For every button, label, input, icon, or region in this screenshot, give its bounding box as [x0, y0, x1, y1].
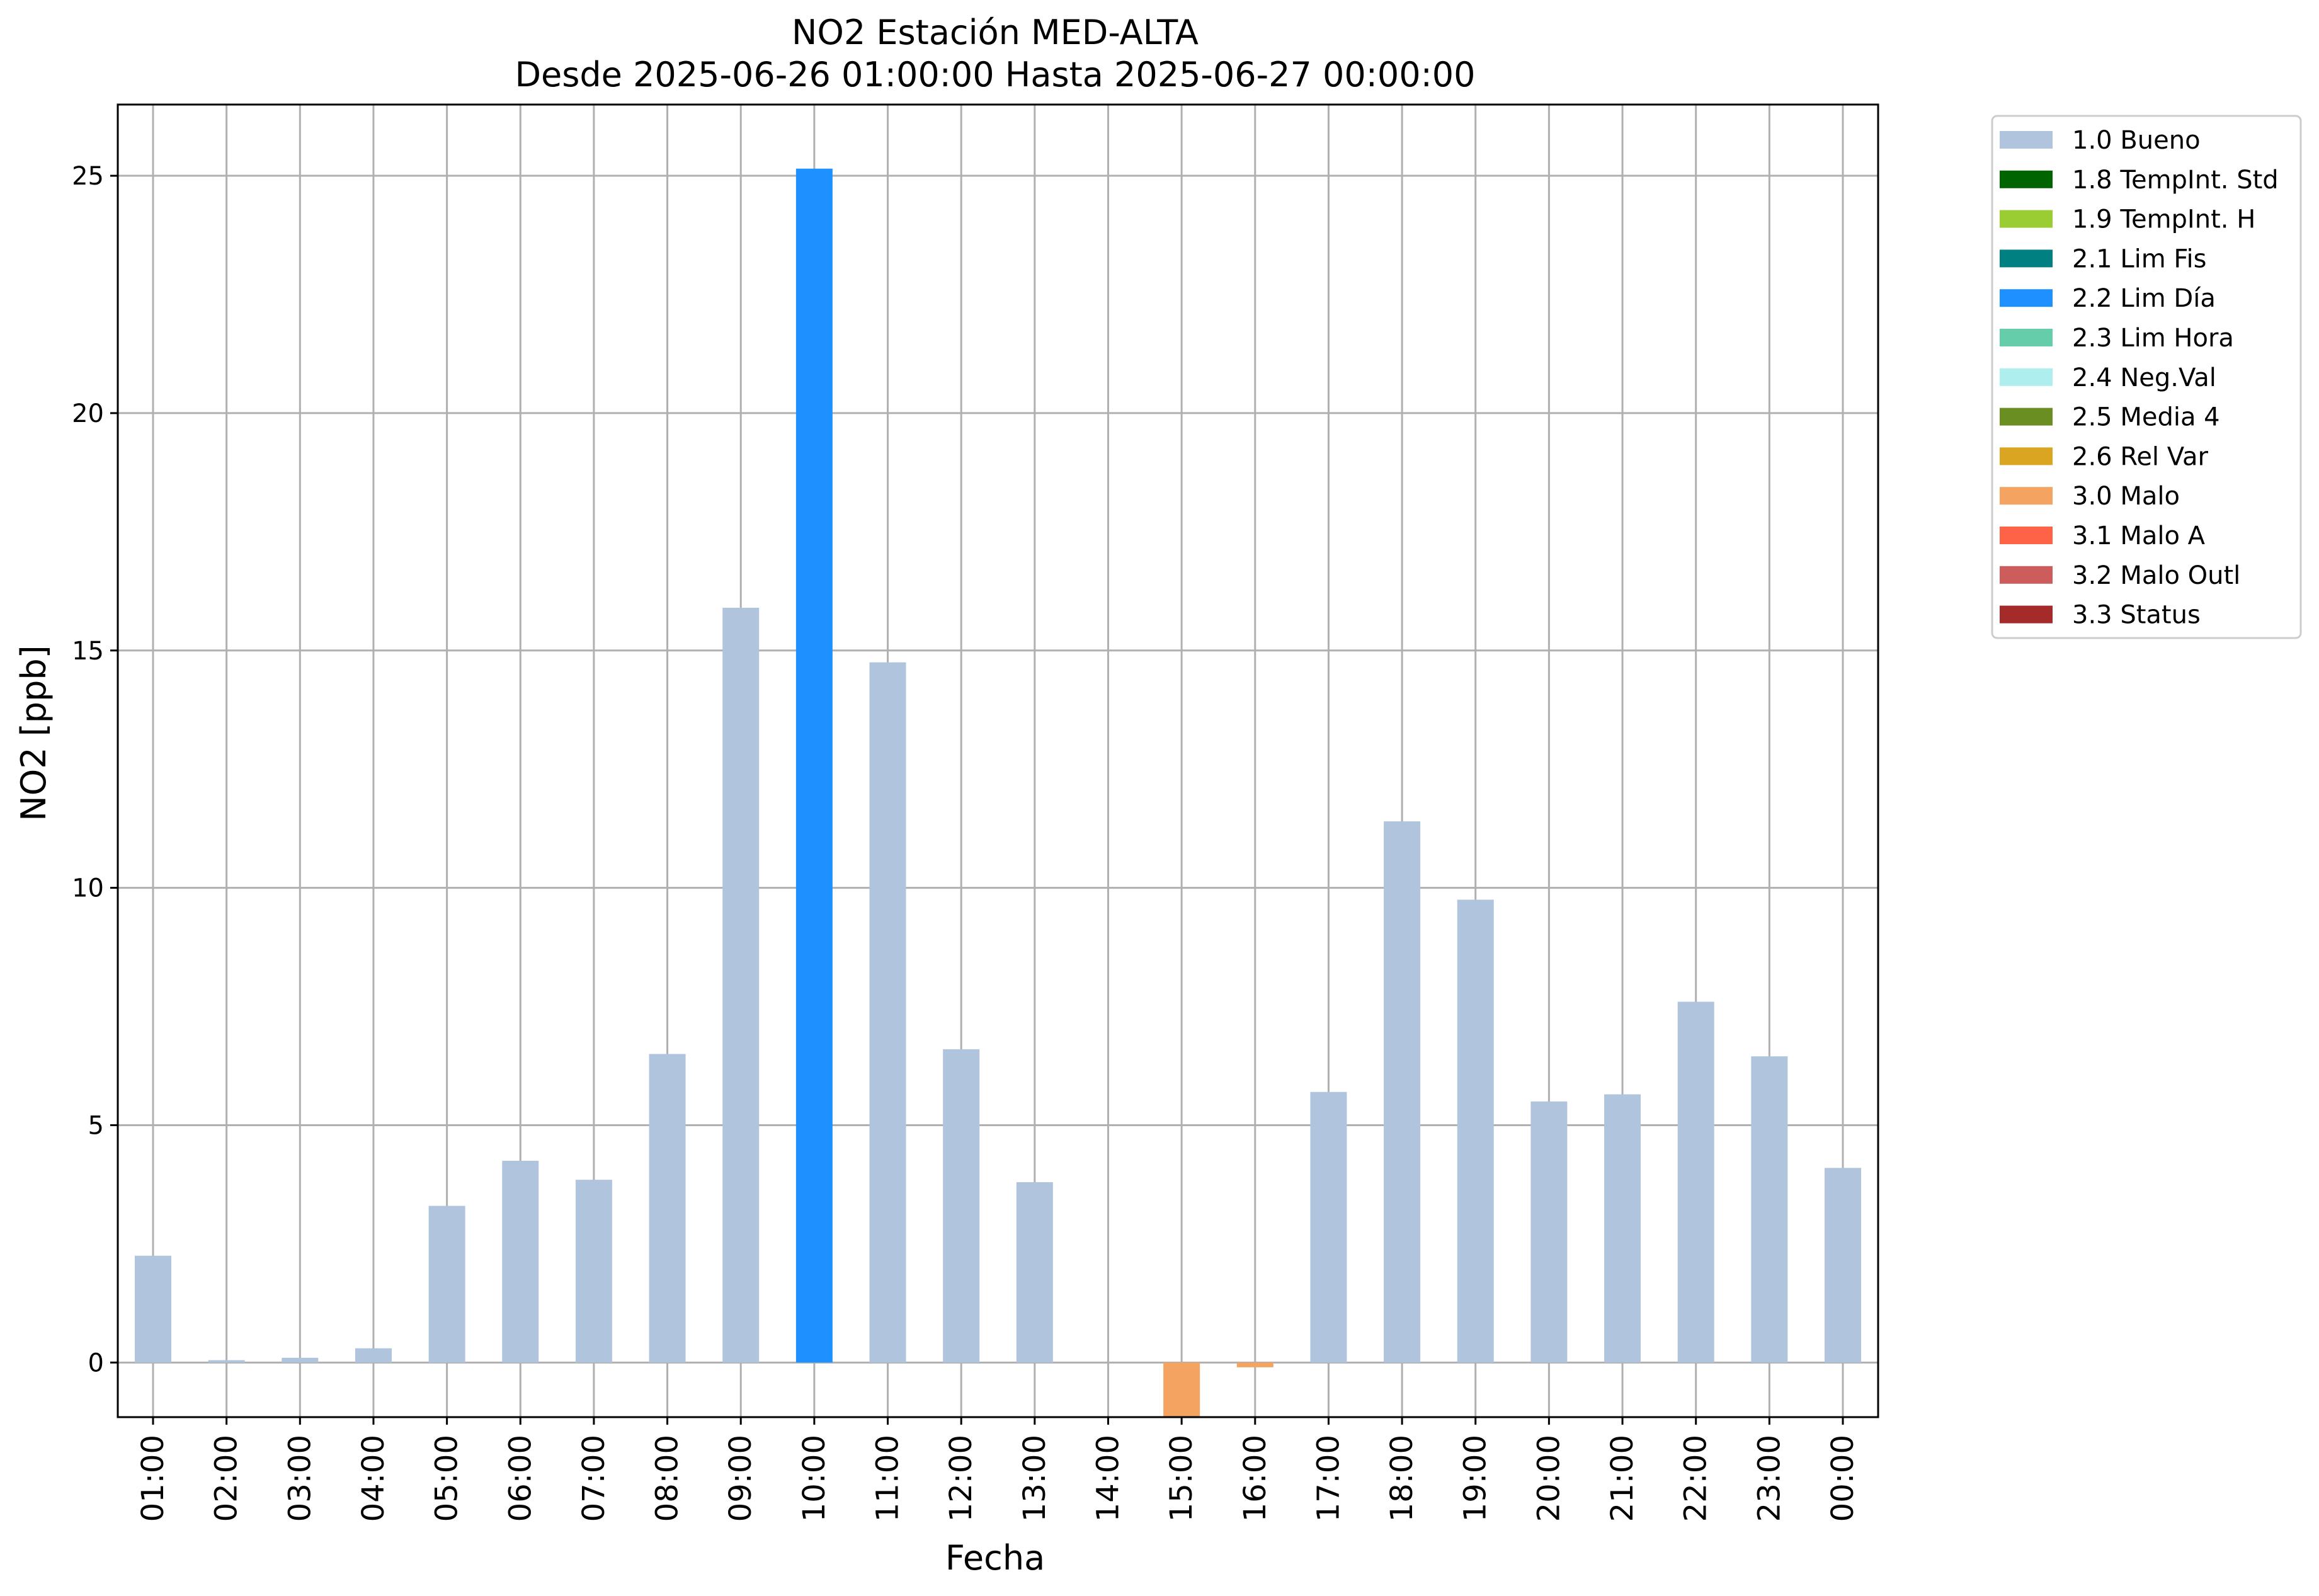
bar-1200 [943, 1049, 980, 1363]
chart-subtitle: Desde 2025-06-26 01:00:00 Hasta 2025-06-… [515, 55, 1475, 94]
x-axis-label: Fecha [945, 1538, 1045, 1578]
bar-2300 [1751, 1056, 1788, 1363]
bar-0300 [282, 1357, 319, 1363]
y-tick-label: 15 [72, 637, 104, 666]
bar-2000 [1530, 1101, 1568, 1363]
legend: 1.0 Bueno 1.8 TempInt. Std 1.9 TempInt. H 2… [1991, 115, 2302, 639]
bar-2100 [1604, 1094, 1641, 1363]
x-tick-label: 17:00 [1311, 1435, 1346, 1522]
legend-label: 2.6 Rel Var [2072, 442, 2209, 471]
x-tick-label: 15:00 [1164, 1435, 1199, 1522]
legend-label: 3.3 Status [2072, 601, 2201, 630]
y-tick-label: 10 [72, 874, 104, 903]
legend-label: 2.4 Neg.Val [2072, 363, 2216, 392]
bar-0800 [649, 1054, 686, 1363]
bar-1900 [1457, 899, 1494, 1363]
bar-1600 [1236, 1362, 1273, 1367]
legend-label: 2.5 Media 4 [2072, 403, 2220, 432]
x-tick-label: 10:00 [797, 1435, 832, 1522]
bar-0100 [135, 1255, 171, 1363]
x-tick-label: 14:00 [1090, 1435, 1125, 1522]
chart-title: NO2 Estación MED-ALTA [792, 13, 1199, 52]
x-tick-label: 13:00 [1017, 1435, 1052, 1522]
x-tick-label: 11:00 [870, 1435, 906, 1522]
x-tick-label: 18:00 [1384, 1435, 1420, 1522]
x-tick-label: 02:00 [209, 1435, 244, 1522]
legend-label: 3.1 Malo A [2072, 522, 2206, 550]
bar-0200 [208, 1360, 245, 1363]
legend-swatch [2000, 527, 2053, 544]
legend-swatch [2000, 170, 2053, 188]
legend-label: 1.9 TempInt. H [2072, 205, 2255, 234]
x-tick-label: 16:00 [1238, 1435, 1273, 1522]
plot-frame [117, 103, 1879, 1418]
legend-swatch [2000, 368, 2053, 386]
plot-area [117, 103, 1879, 1418]
y-tick-label: 25 [72, 162, 104, 191]
y-axis: 0 5 10 15 20 25 [72, 162, 118, 1377]
bar-1300 [1016, 1182, 1053, 1363]
bar-1500 [1163, 1362, 1200, 1417]
legend-label: 2.1 Lim Fis [2072, 244, 2206, 273]
y-tick-label: 5 [88, 1111, 104, 1140]
bar-1000 [795, 168, 833, 1363]
legend-label: 1.0 Bueno [2072, 126, 2201, 155]
x-tick-label: 09:00 [723, 1435, 758, 1522]
legend-label: 3.2 Malo Outl [2072, 561, 2240, 590]
legend-label: 3.0 Malo [2072, 482, 2180, 511]
x-tick-label: 20:00 [1531, 1435, 1566, 1522]
x-axis: 01:00 02:00 03:00 04:00 05:00 06:00 07:00 08:00… [135, 1417, 1860, 1522]
legend-swatch [2000, 487, 2053, 505]
x-tick-label: 07:00 [576, 1435, 612, 1522]
legend-label: 2.2 Lim Día [2072, 284, 2216, 313]
legend-swatch [2000, 131, 2053, 149]
legend-swatch [2000, 566, 2053, 584]
x-tick-label: 04:00 [356, 1435, 391, 1522]
x-tick-label: 12:00 [943, 1435, 979, 1522]
x-tick-label: 23:00 [1752, 1435, 1787, 1522]
legend-label: 2.3 Lim Hora [2072, 324, 2234, 353]
bar-1100 [869, 662, 906, 1363]
legend-swatch [2000, 447, 2053, 465]
bar-0500 [428, 1206, 465, 1363]
bar-0900 [722, 607, 760, 1363]
legend-box [1991, 115, 2302, 639]
x-tick-label: 00:00 [1825, 1435, 1860, 1522]
x-tick-label: 05:00 [430, 1435, 465, 1522]
x-tick-label: 01:00 [135, 1435, 171, 1522]
x-tick-label: 06:00 [503, 1435, 538, 1522]
legend-label: 1.8 TempInt. Std [2072, 166, 2279, 195]
legend-swatch [2000, 210, 2053, 228]
bar-1800 [1384, 821, 1421, 1363]
legend-swatch [2000, 408, 2053, 426]
x-tick-label: 21:00 [1605, 1435, 1640, 1522]
legend-swatch [2000, 605, 2053, 624]
bar-0600 [502, 1160, 539, 1363]
x-tick-label: 08:00 [650, 1435, 685, 1522]
bar-0400 [355, 1348, 392, 1363]
bar-2200 [1677, 1001, 1714, 1363]
bars [135, 168, 1861, 1417]
y-tick-label: 0 [88, 1348, 104, 1377]
bar-0000 [1825, 1168, 1861, 1363]
x-tick-label: 19:00 [1458, 1435, 1493, 1522]
legend-swatch [2000, 289, 2053, 307]
y-axis-label: NO2 [ppb] [14, 645, 54, 821]
x-tick-label: 03:00 [282, 1435, 317, 1522]
x-tick-label: 22:00 [1678, 1435, 1714, 1522]
legend-swatch [2000, 329, 2053, 346]
bar-1700 [1310, 1092, 1347, 1363]
bar-0700 [575, 1180, 612, 1363]
legend-swatch [2000, 249, 2053, 268]
y-tick-label: 20 [72, 399, 104, 428]
